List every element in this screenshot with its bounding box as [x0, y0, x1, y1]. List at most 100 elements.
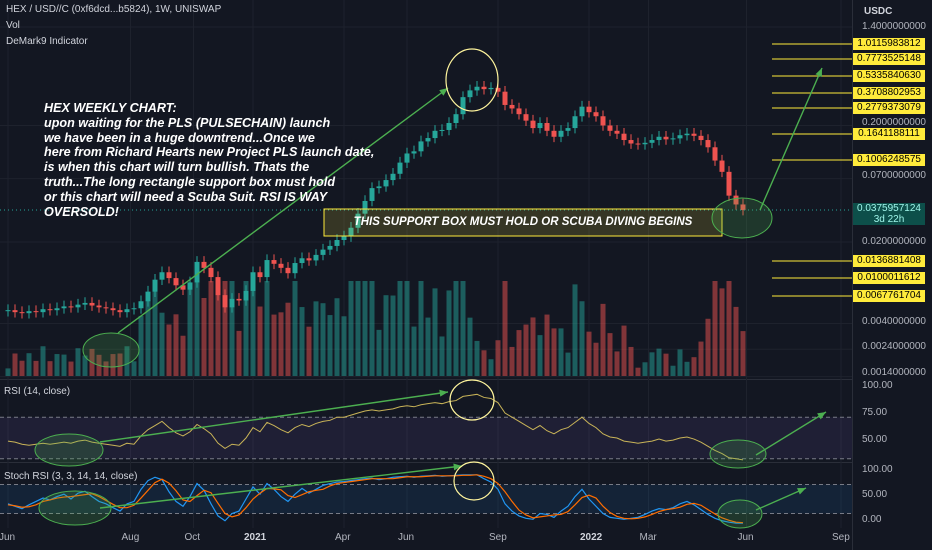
volume-bar [502, 281, 508, 376]
candle-body [411, 151, 417, 154]
volume-bar [362, 281, 368, 376]
candle-body [467, 90, 473, 98]
stoch-axis-tick: 0.00 [862, 514, 882, 525]
volume-bar [215, 281, 221, 376]
volume-bar [593, 342, 599, 376]
volume-bar [68, 361, 74, 376]
indicator-label: DeMark9 Indicator [6, 36, 88, 47]
price-axis-tick: 1.4000000000 [862, 21, 926, 32]
annotation-line: HEX WEEKLY CHART: [44, 101, 177, 115]
candle-body [418, 141, 424, 152]
annotation-line: we have been in a huge downtrend...Once … [44, 130, 315, 145]
candle-body [677, 135, 683, 139]
candle-body [299, 258, 305, 264]
candle-body [691, 133, 697, 136]
current-price-tag: 0.0375957124 3d 22h [853, 203, 925, 225]
volume-bar [229, 281, 235, 376]
candle-body [558, 130, 564, 137]
current-highlight-circle [711, 197, 773, 239]
candle-body [509, 104, 515, 109]
rsi-current-circle [709, 439, 767, 469]
volume-bar [19, 360, 25, 376]
candle-body [54, 308, 60, 311]
volume-bar [712, 281, 718, 376]
candle-body [460, 97, 466, 115]
candle-body [124, 309, 130, 313]
volume-bar [369, 281, 375, 376]
price-level-tag: 1.0115983812 [853, 38, 925, 50]
volume-bar [348, 281, 354, 376]
volume-bar [733, 306, 739, 376]
candle-body [229, 298, 235, 308]
trend-arrow-main-head [439, 88, 448, 96]
candle-body [33, 311, 39, 313]
analysis-annotation: HEX WEEKLY CHART: upon waiting for the P… [44, 101, 374, 219]
volume-bar [159, 312, 165, 376]
rsi-line [7, 393, 744, 461]
candle-body [642, 142, 648, 145]
volume-bar [698, 341, 704, 376]
volume-bar [250, 281, 256, 376]
candle-body [404, 153, 410, 163]
volume-bar [257, 306, 263, 376]
volume-bar [530, 317, 536, 376]
stoch-current-circle [717, 499, 763, 529]
volume-bar [180, 335, 186, 376]
time-axis-label: Sep [489, 532, 507, 543]
candle-body [705, 140, 711, 148]
price-axis-tick: 0.0014000000 [862, 367, 926, 378]
candle-body [425, 138, 431, 142]
candle-body [61, 306, 67, 309]
volume-bar [33, 360, 39, 376]
price-level-tag: 0.1641188111 [853, 128, 925, 140]
candle-body [348, 227, 354, 237]
volume-bar [691, 357, 697, 376]
candle-body [264, 260, 270, 278]
stoch-bottom-circle [38, 490, 112, 526]
volume-bar [544, 314, 550, 376]
trend-arrow-rsi-head [439, 389, 448, 397]
candle-body [523, 114, 529, 121]
candle-body [740, 204, 746, 211]
volume-bar [292, 281, 298, 376]
volume-bar [82, 355, 88, 376]
candle-body [530, 120, 536, 129]
rsi-pane-title: RSI (14, close) [4, 386, 71, 397]
candle-body [726, 171, 732, 196]
price-level-tag: 0.7773525148 [853, 53, 925, 65]
candle-body [75, 304, 81, 308]
pane-divider [0, 379, 852, 380]
volume-bar [614, 351, 620, 376]
candle-body [96, 305, 102, 308]
volume-bar [376, 329, 382, 376]
candle-body [474, 86, 480, 91]
volume-bar [166, 324, 172, 376]
candle-body [26, 311, 32, 314]
volume-bar [12, 353, 18, 376]
volume-label: Vol [6, 20, 20, 31]
annotation-line: upon waiting for the PLS (PULSECHAIN) la… [44, 115, 331, 130]
volume-bar [152, 281, 158, 376]
volume-bar [726, 281, 732, 376]
candle-body [82, 302, 88, 305]
candle-body [145, 291, 151, 302]
candle-body [19, 312, 25, 314]
candle-body [89, 302, 95, 306]
volume-bar [453, 281, 459, 376]
candle-body [537, 123, 543, 129]
trend-arrow-rsi [99, 391, 449, 443]
candle-body [719, 160, 725, 172]
candle-body [355, 213, 361, 228]
candle-body [733, 195, 739, 205]
volume-bar [600, 303, 606, 376]
candle-body [383, 180, 389, 187]
candle-body [180, 285, 186, 290]
stoch-axis-tick: 100.00 [862, 464, 893, 475]
trend-arrow-stoch [99, 465, 463, 509]
time-axis-label: Mar [639, 532, 657, 543]
volume-bar [425, 317, 431, 376]
rsi-axis-tick: 100.00 [862, 380, 893, 391]
volume-bar [404, 281, 410, 376]
candle-body [390, 173, 396, 181]
